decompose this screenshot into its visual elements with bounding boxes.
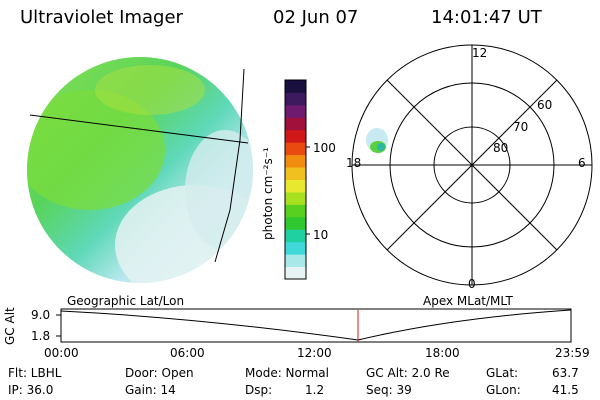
colorbar-band (285, 179, 306, 193)
colorbar-band (285, 254, 306, 268)
earth-disk-image (27, 57, 253, 283)
info-dsp-label: Dsp: (245, 383, 273, 397)
colorbar-tick-10: 10 (313, 228, 329, 242)
geographic-caption: Geographic Lat/Lon (67, 294, 185, 308)
mlat-label-60: 60 (537, 98, 553, 112)
info-flt: Flt: LBHL (8, 366, 62, 380)
info-mode: Mode: Normal (245, 366, 329, 380)
time-tick-0000: 00:00 (44, 346, 79, 360)
colorbar-band (285, 104, 306, 118)
colorbar-unit-label: photon cm⁻²s⁻¹ (261, 147, 275, 240)
gc-alt-axis-label: GC Alt (3, 307, 17, 345)
gc-alt-ytick-1: 1.8 (31, 329, 51, 343)
colorbar-band (285, 80, 306, 93)
colorbar-band (285, 191, 306, 205)
mlat-label-80: 80 (493, 141, 509, 155)
colorbar-band (285, 92, 306, 106)
info-gcalt: GC Alt: 2.0 Re (366, 366, 450, 380)
gc-alt-plot (56, 308, 572, 343)
colorbar-band (285, 117, 306, 131)
date-label: 02 Jun 07 (273, 7, 359, 28)
info-glon-value: 41.5 (552, 383, 579, 397)
time-tick-1800: 18:00 (425, 346, 460, 360)
info-ip: IP: 36.0 (8, 383, 54, 397)
polar-aurora-spot (366, 128, 388, 153)
colorbar (284, 79, 310, 280)
colorbar-band (285, 229, 306, 243)
polar-plot (351, 44, 593, 286)
info-glat-value: 63.7 (552, 366, 579, 380)
info-door: Door: Open (125, 366, 194, 380)
apex-caption: Apex MLat/MLT (423, 294, 513, 308)
gc-alt-ytick-9: 9.0 (31, 308, 51, 322)
colorbar-tick-100: 100 (313, 141, 336, 155)
colorbar-band (285, 129, 306, 143)
colorbar-band (285, 241, 306, 255)
time-label: 14:01:47 UT (431, 7, 542, 28)
mlt-label-0: 0 (468, 277, 476, 291)
time-tick-1200: 12:00 (297, 346, 332, 360)
time-tick-2359: 23:59 (555, 346, 590, 360)
limb-line (214, 68, 245, 263)
info-glat-label: GLat: (486, 366, 519, 380)
colorbar-band (285, 142, 306, 156)
terminator-line (29, 114, 249, 144)
info-gain: Gain: 14 (125, 383, 176, 397)
info-glon-label: GLon: (486, 383, 521, 397)
colorbar-band (285, 154, 306, 168)
colorbar-band (285, 216, 306, 230)
colorbar-band (285, 204, 306, 218)
time-tick-0600: 06:00 (170, 346, 205, 360)
colorbar-band (285, 266, 306, 280)
info-dsp-value: 1.2 (305, 383, 325, 397)
mlt-label-12: 12 (472, 46, 488, 60)
mlt-label-6: 6 (578, 156, 586, 170)
mlt-label-18: 18 (346, 156, 362, 170)
info-seq: Seq: 39 (366, 383, 412, 397)
mlat-label-70: 70 (513, 120, 529, 134)
colorbar-band (285, 167, 306, 180)
app-title: Ultraviolet Imager (20, 7, 183, 28)
